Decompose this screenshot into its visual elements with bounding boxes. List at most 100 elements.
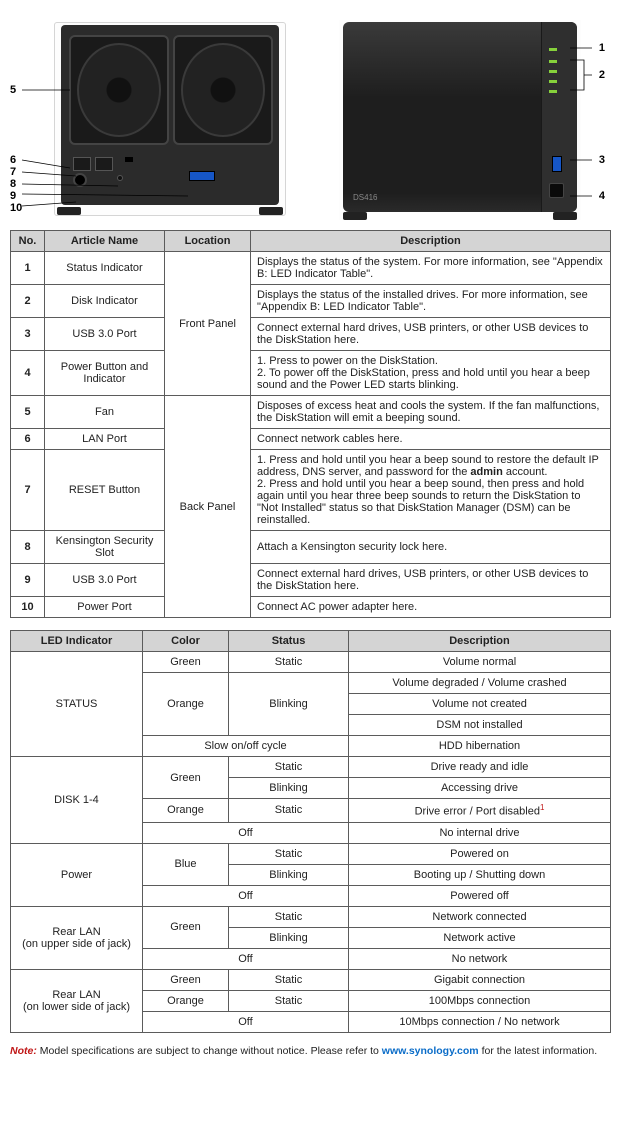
cell-status: Blinking bbox=[229, 864, 349, 885]
callout-5: 5 bbox=[10, 84, 16, 96]
kensington-slot-icon bbox=[125, 157, 133, 162]
cell-location: Back Panel bbox=[165, 396, 251, 618]
cell-desc: DSM not installed bbox=[349, 715, 611, 736]
fan-right-icon bbox=[173, 35, 273, 145]
cell-status: Static bbox=[229, 799, 349, 823]
table-row: Rear LAN(on upper side of jack)GreenStat… bbox=[11, 906, 611, 927]
cell-color: Orange bbox=[143, 799, 229, 823]
callout-8: 8 bbox=[10, 178, 16, 190]
table-row: 9USB 3.0 PortConnect external hard drive… bbox=[11, 564, 611, 597]
cell-desc: No internal drive bbox=[349, 822, 611, 843]
power-port-icon bbox=[73, 173, 87, 187]
table-row: 2Disk IndicatorDisplays the status of th… bbox=[11, 285, 611, 318]
cell-color: Green bbox=[143, 652, 229, 673]
footnote: Note: Model specifications are subject t… bbox=[10, 1045, 611, 1057]
callout-4: 4 bbox=[599, 190, 605, 202]
table-row: 8Kensington Security SlotAttach a Kensin… bbox=[11, 531, 611, 564]
table-row: DISK 1-4GreenStaticDrive ready and idle bbox=[11, 757, 611, 778]
cell-name: LAN Port bbox=[45, 429, 165, 450]
cell-indicator: STATUS bbox=[11, 652, 143, 757]
cell-name: Disk Indicator bbox=[45, 285, 165, 318]
cell-desc: 1. Press to power on the DiskStation.2. … bbox=[251, 351, 611, 396]
cell-desc: Disposes of excess heat and cools the sy… bbox=[251, 396, 611, 429]
usb-port-back-icon bbox=[189, 171, 215, 181]
cell-desc: Powered off bbox=[349, 885, 611, 906]
component-table: No. Article Name Location Description 1S… bbox=[10, 230, 611, 618]
reset-button-icon bbox=[117, 175, 123, 181]
col-location: Location bbox=[165, 231, 251, 252]
hardware-diagram: DS416 1 2 3 4 5 6 7 8 9 10 bbox=[10, 10, 611, 220]
note-link[interactable]: www.synology.com bbox=[382, 1045, 479, 1057]
cell-desc: 100Mbps connection bbox=[349, 990, 611, 1011]
cell-name: USB 3.0 Port bbox=[45, 318, 165, 351]
cell-desc: Network connected bbox=[349, 906, 611, 927]
callout-10: 10 bbox=[10, 202, 22, 214]
cell-desc: Connect network cables here. bbox=[251, 429, 611, 450]
col-status: Status bbox=[229, 631, 349, 652]
col-description: Description bbox=[251, 231, 611, 252]
table-row: PowerBlueStaticPowered on bbox=[11, 843, 611, 864]
cell-off: Off bbox=[143, 885, 349, 906]
cell-name: Power Port bbox=[45, 597, 165, 618]
cell-color: Green bbox=[143, 906, 229, 948]
cell-indicator: DISK 1-4 bbox=[11, 757, 143, 844]
table-row: 1Status IndicatorFront PanelDisplays the… bbox=[11, 252, 611, 285]
table-row: 6LAN Port Connect network cables here. bbox=[11, 429, 611, 450]
disk-led-icon bbox=[549, 90, 557, 93]
back-panel-illustration bbox=[54, 22, 286, 216]
model-label: DS416 bbox=[353, 193, 377, 202]
disk-led-icon bbox=[549, 70, 557, 73]
col-article: Article Name bbox=[45, 231, 165, 252]
cell-location: Front Panel bbox=[165, 252, 251, 396]
cell-slow: Slow on/off cycle bbox=[143, 736, 349, 757]
cell-no: 5 bbox=[11, 396, 45, 429]
cell-color: Orange bbox=[143, 990, 229, 1011]
disk-led-icon bbox=[549, 60, 557, 63]
cell-name: RESET Button bbox=[45, 450, 165, 531]
callout-1: 1 bbox=[599, 42, 605, 54]
cell-status: Static bbox=[229, 969, 349, 990]
cell-desc: Connect external hard drives, USB printe… bbox=[251, 318, 611, 351]
cell-no: 2 bbox=[11, 285, 45, 318]
col-led: LED Indicator bbox=[11, 631, 143, 652]
cell-no: 6 bbox=[11, 429, 45, 450]
cell-desc: Network active bbox=[349, 927, 611, 948]
usb-port-front-icon bbox=[552, 156, 562, 172]
cell-desc: Drive error / Port disabled1 bbox=[349, 799, 611, 823]
col-desc: Description bbox=[349, 631, 611, 652]
cell-desc: HDD hibernation bbox=[349, 736, 611, 757]
cell-desc: Connect external hard drives, USB printe… bbox=[251, 564, 611, 597]
table-row: 7RESET Button1. Press and hold until you… bbox=[11, 450, 611, 531]
note-text-b: for the latest information. bbox=[482, 1045, 598, 1057]
cell-desc: Volume degraded / Volume crashed bbox=[349, 673, 611, 694]
cell-desc: Accessing drive bbox=[349, 778, 611, 799]
callout-9: 9 bbox=[10, 190, 16, 202]
cell-name: Power Button and Indicator bbox=[45, 351, 165, 396]
table-row: 4Power Button and Indicator 1. Press to p… bbox=[11, 351, 611, 396]
cell-color: Green bbox=[143, 757, 229, 799]
power-button-icon bbox=[549, 183, 564, 198]
cell-no: 3 bbox=[11, 318, 45, 351]
cell-no: 8 bbox=[11, 531, 45, 564]
col-no: No. bbox=[11, 231, 45, 252]
cell-status: Blinking bbox=[229, 927, 349, 948]
callout-6: 6 bbox=[10, 154, 16, 166]
cell-desc: Attach a Kensington security lock here. bbox=[251, 531, 611, 564]
cell-desc: 10Mbps connection / No network bbox=[349, 1011, 611, 1032]
front-panel-illustration: DS416 bbox=[339, 20, 581, 220]
cell-status: Static bbox=[229, 757, 349, 778]
disk-led-icon bbox=[549, 80, 557, 83]
cell-no: 9 bbox=[11, 564, 45, 597]
note-label: Note: bbox=[10, 1045, 37, 1057]
cell-no: 4 bbox=[11, 351, 45, 396]
callout-3: 3 bbox=[599, 154, 605, 166]
cell-desc: No network bbox=[349, 948, 611, 969]
note-text-a: Model specifications are subject to chan… bbox=[40, 1045, 382, 1057]
led-table: LED Indicator Color Status Description S… bbox=[10, 630, 611, 1033]
cell-name: Fan bbox=[45, 396, 165, 429]
callout-2: 2 bbox=[599, 69, 605, 81]
callout-7: 7 bbox=[10, 166, 16, 178]
cell-desc: Gigabit connection bbox=[349, 969, 611, 990]
cell-name: Status Indicator bbox=[45, 252, 165, 285]
cell-off: Off bbox=[143, 948, 349, 969]
